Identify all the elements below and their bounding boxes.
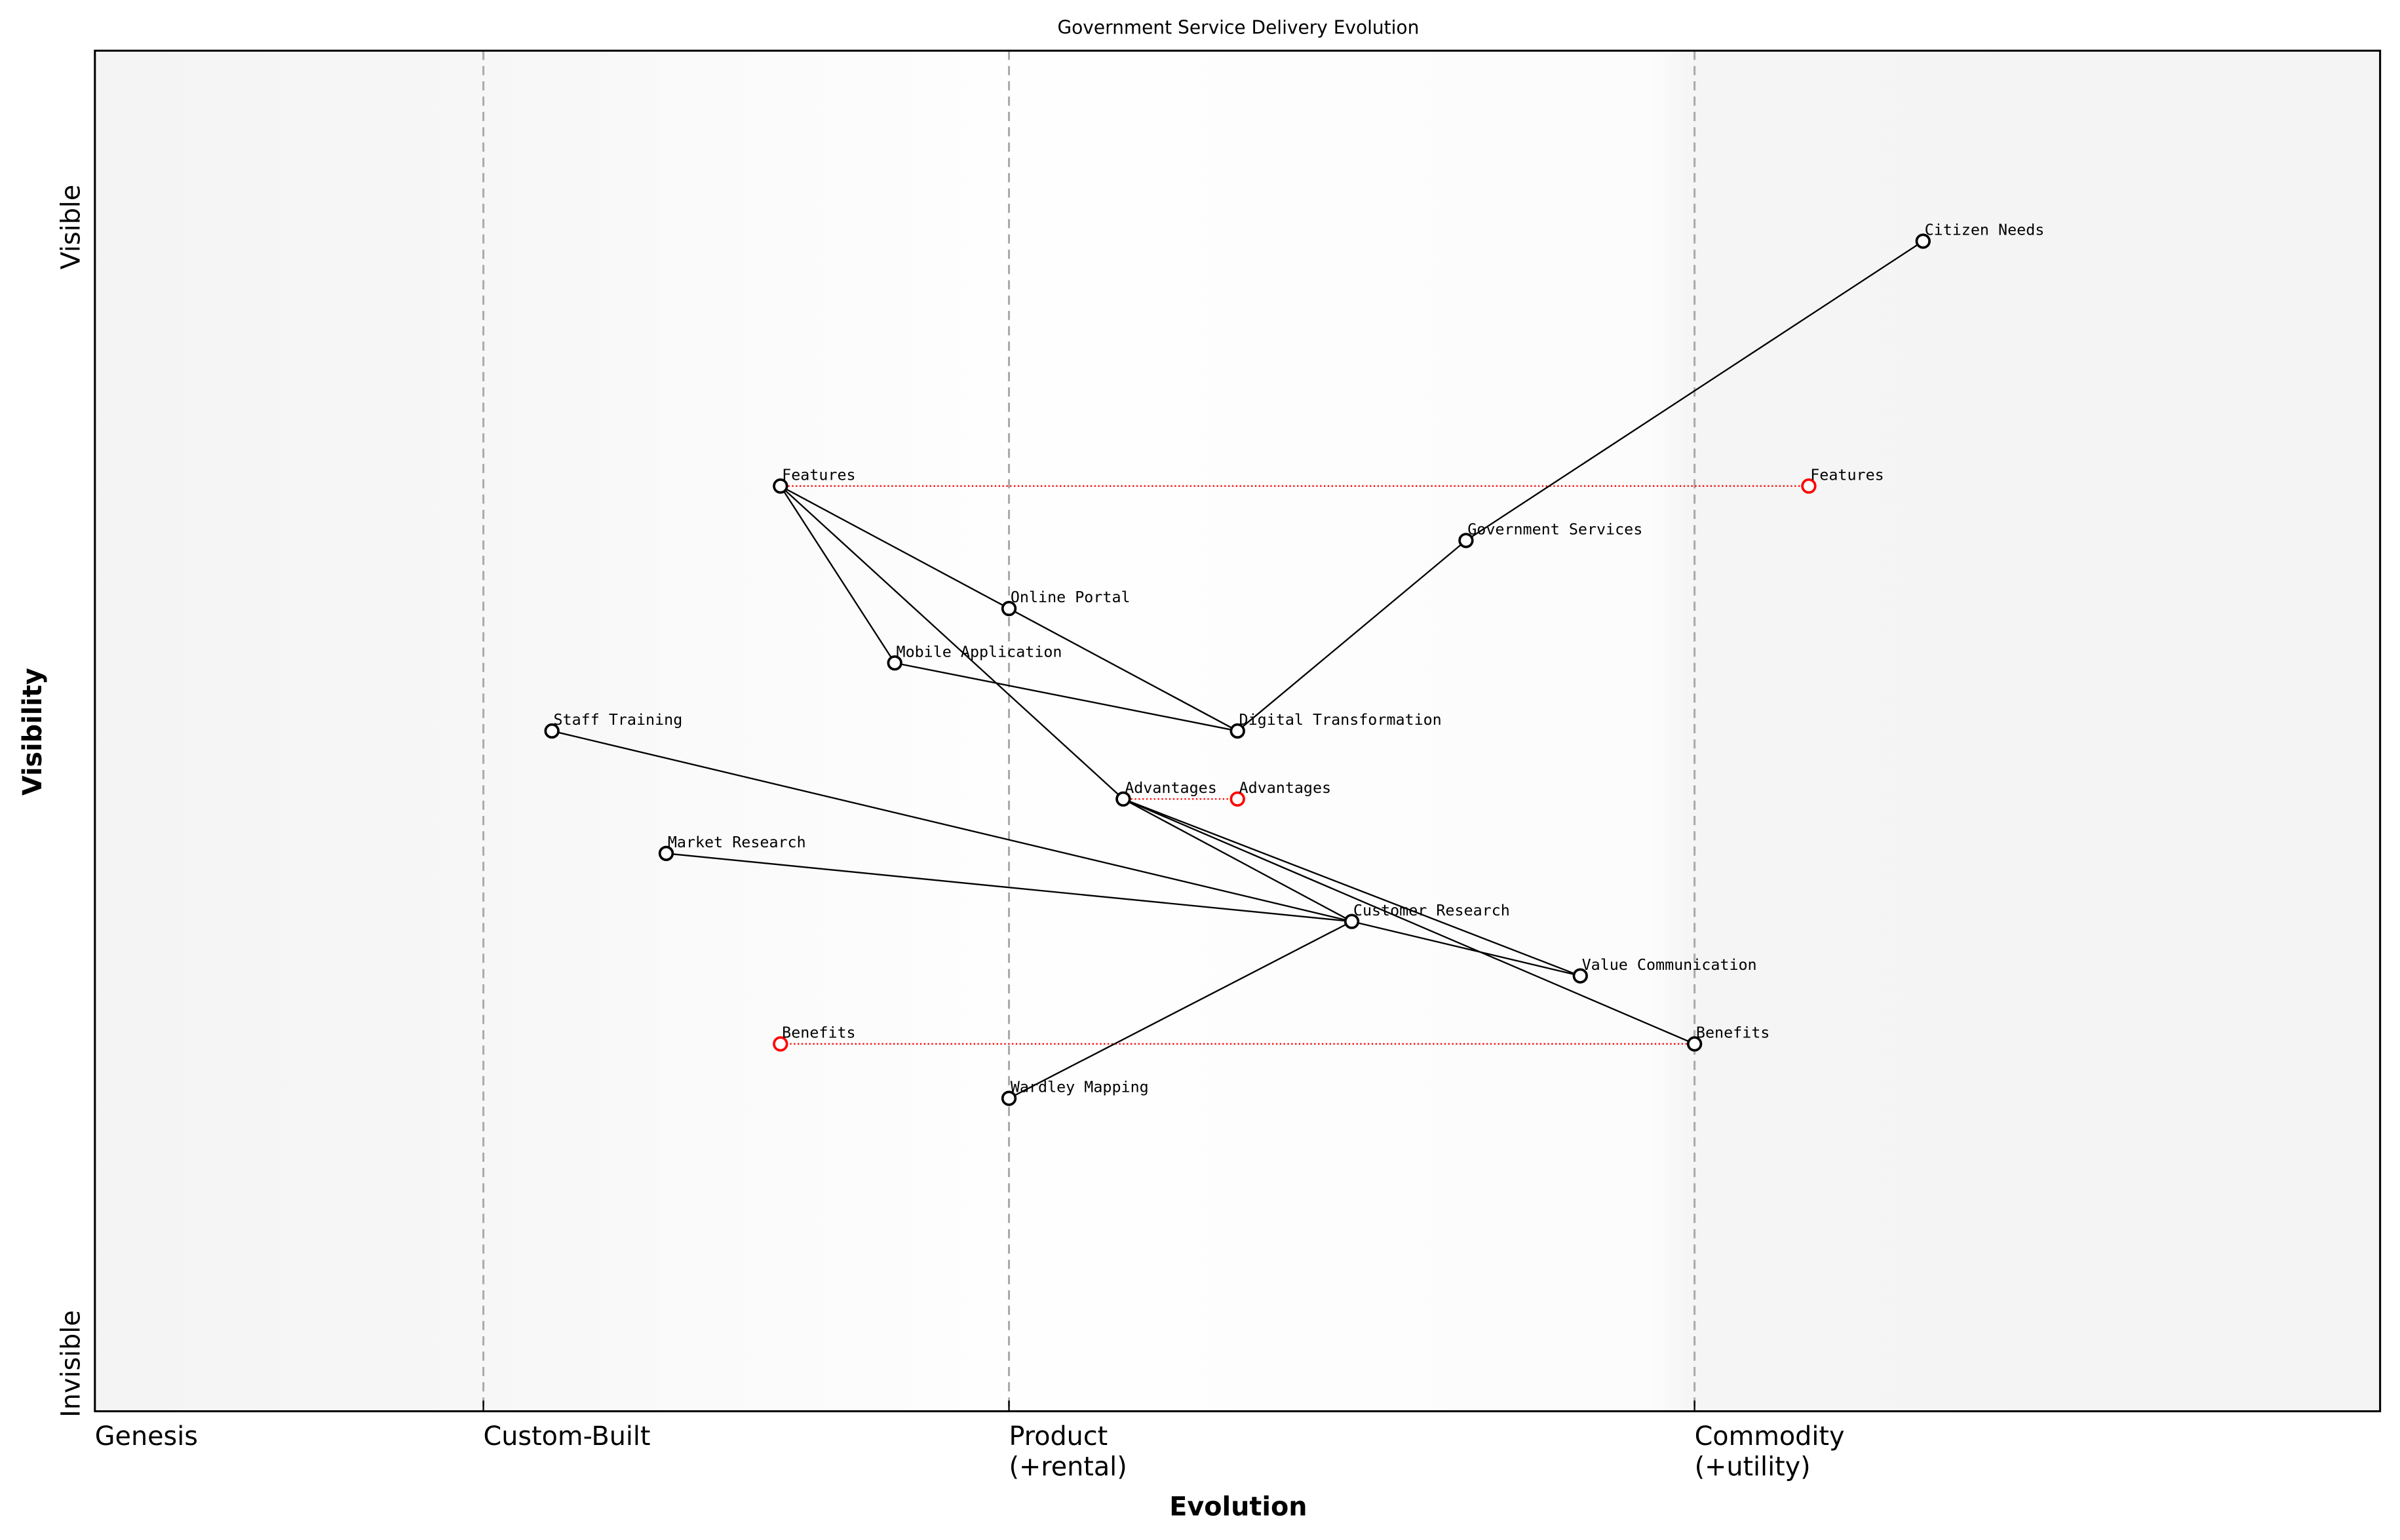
dependency-link — [1008, 607, 1238, 732]
plot-frame — [94, 49, 2382, 1413]
component-node-label: Citizen Needs — [1925, 221, 2045, 239]
stage-label-line: (+rental) — [1009, 1452, 1127, 1482]
chart-title: Government Service Delivery Evolution — [1057, 17, 1419, 39]
component-node[interactable] — [773, 478, 788, 494]
component-node[interactable] — [544, 723, 560, 739]
dependency-link — [1237, 539, 1467, 732]
stage-label-line: Genesis — [95, 1421, 198, 1452]
component-node[interactable] — [1915, 233, 1931, 249]
dependency-link — [1123, 798, 1695, 1045]
stage-label-line: Commodity — [1695, 1421, 1845, 1452]
component-node-label: Online Portal — [1011, 588, 1131, 606]
dependency-link — [779, 486, 896, 664]
dependency-link — [780, 485, 1124, 800]
dependency-link — [551, 730, 1581, 977]
component-node-label: Customer Research — [1353, 901, 1510, 919]
y-top-label: Visible — [56, 185, 86, 270]
stage-label: Product (+rental) — [1009, 1421, 1127, 1482]
stage-label: Custom-Built — [484, 1421, 651, 1452]
component-node-label: Value Communication — [1582, 955, 1757, 974]
component-node[interactable] — [1572, 968, 1588, 984]
component-node[interactable] — [1686, 1036, 1703, 1052]
dependency-link — [780, 485, 1010, 609]
component-node-label: Market Research — [668, 833, 806, 851]
stage-label-line: Product — [1009, 1421, 1108, 1452]
dependency-link — [1465, 241, 1924, 541]
evolved-component-node[interactable] — [1229, 791, 1245, 807]
y-axis-title: Visibility — [18, 668, 48, 796]
evolved-component-node-label: Features — [1810, 465, 1884, 484]
y-bottom-label: Invisible — [56, 1310, 86, 1417]
component-node-label: Mobile Application — [897, 642, 1062, 661]
component-node-label: Staff Training — [554, 710, 683, 729]
stage-label-line: (+utility) — [1695, 1452, 1811, 1482]
dependency-link — [1123, 798, 1581, 977]
evolved-component-node[interactable] — [773, 1036, 788, 1052]
component-node[interactable] — [1229, 723, 1245, 739]
dependency-link — [666, 853, 1352, 923]
evolved-component-node[interactable] — [1801, 478, 1817, 494]
component-node[interactable] — [1344, 914, 1360, 929]
component-node[interactable] — [1001, 600, 1017, 617]
x-axis-title: Evolution — [1169, 1492, 1307, 1522]
stage-label: Commodity (+utility) — [1695, 1421, 1845, 1482]
component-node-label: Government Services — [1467, 520, 1642, 538]
component-node-label: Features — [782, 465, 855, 484]
evolved-component-node-label: Benefits — [782, 1024, 855, 1042]
component-node[interactable] — [1115, 791, 1131, 807]
component-node[interactable] — [658, 845, 674, 861]
component-node-label: Advantages — [1125, 779, 1217, 797]
stage-label-line: Custom-Built — [484, 1421, 651, 1452]
component-node[interactable] — [887, 655, 902, 671]
component-node[interactable] — [1458, 533, 1474, 549]
component-node-label: Digital Transformation — [1239, 710, 1442, 729]
dependency-link — [1123, 798, 1353, 923]
stage-label: Genesis — [95, 1421, 198, 1452]
evolved-component-node-label: Advantages — [1239, 779, 1332, 797]
dependency-link — [1008, 921, 1353, 1100]
dependency-link — [894, 662, 1238, 732]
component-node[interactable] — [1001, 1090, 1017, 1106]
component-node-label: Benefits — [1696, 1024, 1770, 1042]
component-node-label: Wardley Mapping — [1011, 1078, 1149, 1096]
